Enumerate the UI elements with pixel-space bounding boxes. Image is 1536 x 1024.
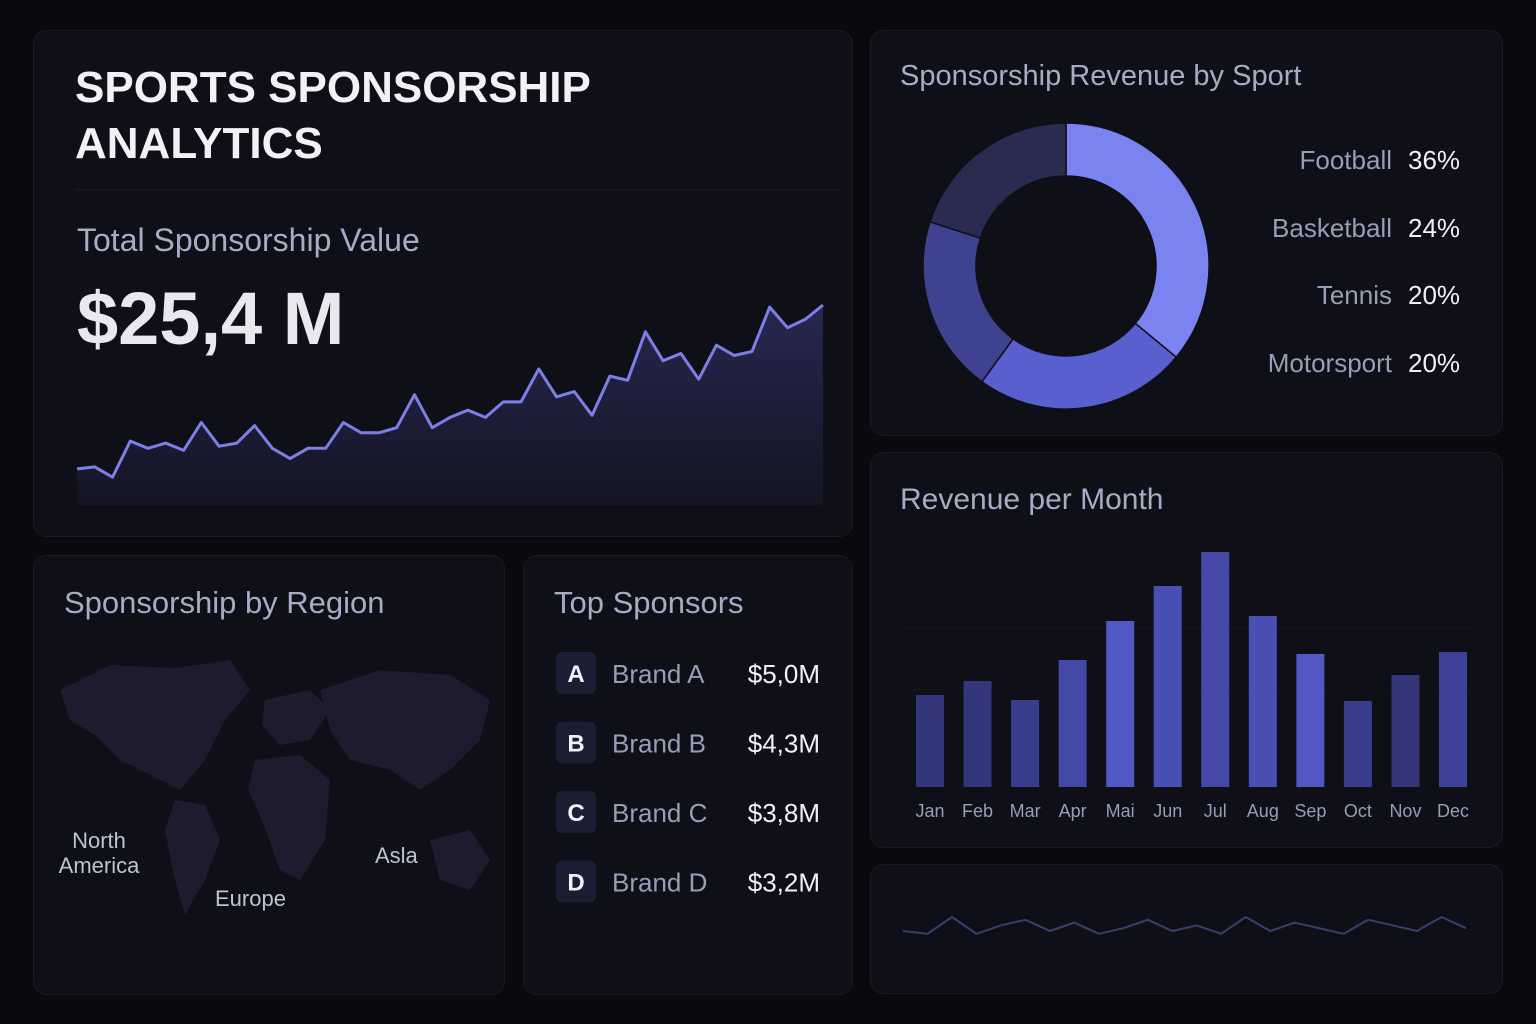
page-title: SPORTS SPONSORSHIP ANALYTICS: [75, 63, 591, 168]
x-tick-label: Nov: [1389, 801, 1421, 821]
bar: [916, 695, 944, 787]
donut-segment: [929, 122, 1067, 240]
sponsor-badge: [556, 652, 596, 694]
sponsor-value: $5,0M: [748, 659, 820, 689]
bar: [1296, 654, 1325, 787]
sponsor-letter: C: [567, 800, 584, 827]
kpi-label: Total Sponsorship Value: [77, 222, 420, 258]
bar: [1343, 701, 1372, 787]
x-tick-label: Feb: [962, 801, 993, 821]
sponsor-letter: D: [567, 870, 584, 897]
sponsors-title: Top Sponsors: [554, 585, 744, 620]
sponsor-value: $4,3M: [748, 729, 820, 759]
bar: [1439, 652, 1467, 787]
legend-label: Tennis: [1316, 280, 1392, 310]
x-tick-label: Sep: [1294, 801, 1326, 821]
bar: [1153, 586, 1182, 787]
bar-title: Revenue per Month: [900, 483, 1164, 516]
sponsor-name: Brand C: [612, 798, 707, 828]
bar: [1058, 660, 1087, 787]
x-tick-label: Dec: [1437, 801, 1469, 821]
legend-value: 20%: [1408, 280, 1461, 310]
trend-card: [870, 864, 1503, 994]
region-label: North America: [58, 828, 140, 878]
sponsor-name: Brand A: [612, 659, 705, 689]
donut-segment: [922, 220, 1015, 383]
x-tick-label: Jul: [1204, 801, 1227, 821]
sponsor-value: $3,2M: [748, 868, 820, 898]
trend-line: [902, 916, 1467, 935]
x-tick-label: Oct: [1344, 801, 1372, 821]
world-map: [60, 660, 490, 915]
bar: [1248, 616, 1277, 787]
bar: [1391, 675, 1420, 787]
sponsor-value: $3,8M: [748, 798, 820, 828]
sponsor-badge: [556, 721, 596, 764]
region-title: Sponsorship by Region: [64, 585, 385, 620]
bar: [1011, 700, 1040, 787]
legend-label: Football: [1299, 145, 1393, 175]
x-tick-label: Jun: [1153, 801, 1182, 821]
legend-value: 24%: [1408, 212, 1461, 243]
sponsor-badge: [556, 860, 596, 903]
trend-line: [76, 303, 824, 479]
region-label: Europe: [215, 886, 286, 911]
donut-segment: [980, 322, 1178, 410]
region-label: Asla: [375, 843, 418, 868]
kpi-value: $25,4 M: [77, 277, 345, 360]
sponsor-letter: A: [567, 661, 584, 688]
donut-title: Sponsorship Revenue by Sport: [900, 60, 1302, 92]
sponsor-name: Brand D: [612, 868, 707, 898]
x-tick-label: Jan: [915, 801, 944, 821]
legend-label: Basketball: [1272, 212, 1392, 243]
legend-value: 20%: [1408, 347, 1461, 378]
bar: [1106, 621, 1135, 787]
x-tick-label: Mai: [1106, 801, 1135, 821]
sponsor-badge: [556, 791, 596, 833]
legend-label: Motorsport: [1267, 347, 1392, 378]
sponsors-card: [523, 555, 853, 995]
area-fill: [77, 305, 823, 505]
x-tick-label: Mar: [1010, 801, 1041, 821]
bar-grid: [900, 572, 1472, 691]
legend-value: 36%: [1408, 145, 1461, 175]
donut-segment: [1065, 122, 1210, 359]
bar: [963, 681, 992, 787]
x-tick-label: Aug: [1247, 801, 1279, 821]
sponsor-letter: B: [567, 731, 584, 758]
x-tick-label: Apr: [1059, 801, 1087, 821]
bar: [1201, 552, 1230, 787]
sponsor-name: Brand B: [612, 729, 706, 759]
